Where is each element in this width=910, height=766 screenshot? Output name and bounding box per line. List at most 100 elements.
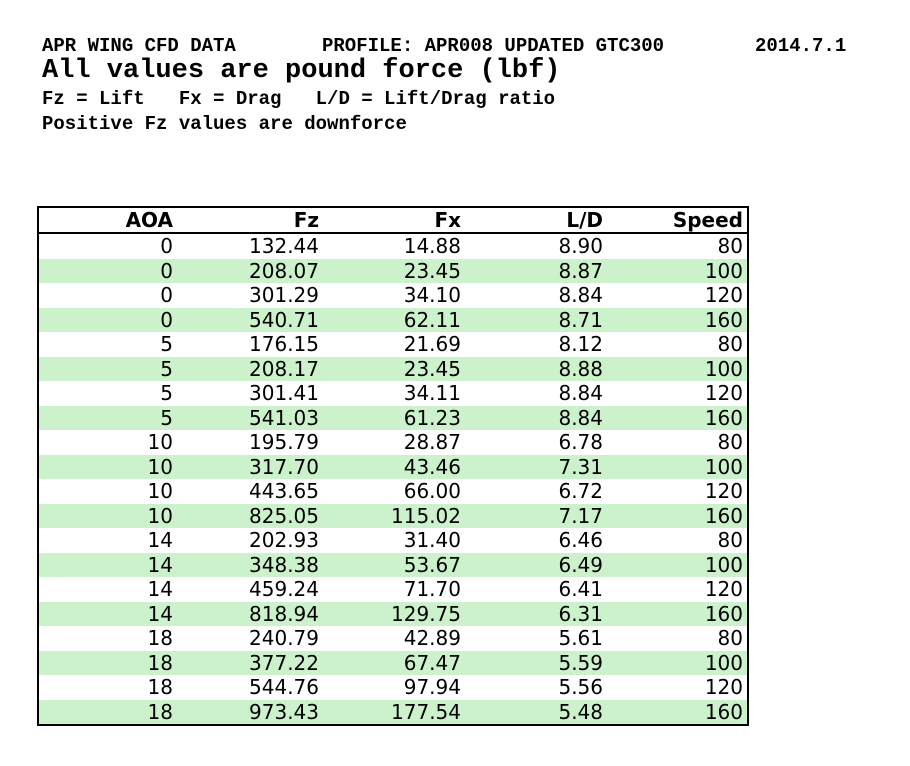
table-row: 5 176.15 21.69 8.12 80 xyxy=(38,332,748,357)
cell-fx: 42.89 xyxy=(403,626,461,650)
cell-fz: 348.38 xyxy=(249,552,319,577)
cell-fx: 21.69 xyxy=(403,332,461,356)
table-row: 5 208.17 23.45 8.88 100 xyxy=(38,356,748,381)
cell-fx: 61.23 xyxy=(403,405,461,430)
legend-line: Fz = Lift Fx = Drag L/D = Lift/Drag rati… xyxy=(42,88,556,110)
cell-fx: 177.54 xyxy=(391,699,461,724)
cell-aoa: 14 xyxy=(147,577,173,601)
cell-aoa: 0 xyxy=(160,234,173,258)
cell-fx: 23.45 xyxy=(403,258,461,283)
report-header-line: APR WING CFD DATA PROFILE: APR008 UPDATE… xyxy=(0,35,910,57)
cell-aoa: 0 xyxy=(160,307,173,332)
cell-fx: 66.00 xyxy=(403,479,461,503)
cell-fx: 129.75 xyxy=(391,601,461,626)
cell-speed: 160 xyxy=(704,405,743,430)
cell-fx: 67.47 xyxy=(403,650,461,675)
cell-l-d: 8.90 xyxy=(558,234,603,258)
cell-speed: 120 xyxy=(704,675,743,699)
column-header-l-d: L/D xyxy=(465,207,607,234)
cell-aoa: 0 xyxy=(160,258,173,283)
cell-speed: 120 xyxy=(704,479,743,503)
cell-aoa: 10 xyxy=(147,454,173,479)
table-row: 0 301.29 34.10 8.84 120 xyxy=(38,283,748,308)
table-row: 0 132.44 14.88 8.90 80 xyxy=(38,233,748,259)
cell-aoa: 18 xyxy=(147,699,173,724)
report-date: 2014.7.1 xyxy=(755,35,847,57)
cell-speed: 160 xyxy=(704,307,743,332)
cell-fz: 317.70 xyxy=(249,454,319,479)
cell-fx: 14.88 xyxy=(403,234,461,258)
cell-aoa: 10 xyxy=(147,430,173,454)
cell-speed: 100 xyxy=(704,258,743,283)
table-row: 10 443.65 66.00 6.72 120 xyxy=(38,479,748,504)
cell-fx: 62.11 xyxy=(403,307,461,332)
cell-l-d: 6.72 xyxy=(558,479,603,503)
report-title: APR WING CFD DATA xyxy=(42,35,236,57)
column-header-fz: Fz xyxy=(177,207,323,234)
cell-fz: 540.71 xyxy=(249,307,319,332)
cell-aoa: 14 xyxy=(147,528,173,552)
units-subtitle: All values are pound force (lbf) xyxy=(42,56,561,86)
table-row: 10 317.70 43.46 7.31 100 xyxy=(38,454,748,479)
cell-aoa: 18 xyxy=(147,650,173,675)
cell-l-d: 8.84 xyxy=(558,381,603,405)
table-row: 10 195.79 28.87 6.78 80 xyxy=(38,430,748,455)
cell-fz: 377.22 xyxy=(249,650,319,675)
table-row: 0 208.07 23.45 8.87 100 xyxy=(38,258,748,283)
table-row: 10 825.05 115.02 7.17 160 xyxy=(38,503,748,528)
cell-l-d: 6.31 xyxy=(558,601,603,626)
cell-aoa: 5 xyxy=(160,356,173,381)
cell-l-d: 6.49 xyxy=(558,552,603,577)
cell-aoa: 5 xyxy=(160,405,173,430)
cell-l-d: 6.46 xyxy=(558,528,603,552)
cell-speed: 120 xyxy=(704,577,743,601)
cell-l-d: 7.31 xyxy=(558,454,603,479)
cfd-data-table: AOA Fz Fx L/D Speed 0 132.44 14.88 8.90 80 0 208.0… xyxy=(37,206,749,726)
column-header-fx: Fx xyxy=(323,207,465,234)
table-row: 18 544.76 97.94 5.56 120 xyxy=(38,675,748,700)
cell-speed: 100 xyxy=(704,356,743,381)
table-header-row: AOA Fz Fx L/D Speed xyxy=(38,207,748,234)
cell-l-d: 6.78 xyxy=(558,430,603,454)
cell-l-d: 5.59 xyxy=(558,650,603,675)
cell-fz: 202.93 xyxy=(249,528,319,552)
cell-speed: 100 xyxy=(704,552,743,577)
cell-fz: 818.94 xyxy=(249,601,319,626)
cell-fx: 115.02 xyxy=(391,503,461,528)
cell-fx: 71.70 xyxy=(403,577,461,601)
cell-l-d: 8.71 xyxy=(558,307,603,332)
cell-fz: 195.79 xyxy=(249,430,319,454)
cell-fz: 541.03 xyxy=(249,405,319,430)
column-header-aoa: AOA xyxy=(38,207,177,234)
table-row: 18 240.79 42.89 5.61 80 xyxy=(38,626,748,651)
table-row: 5 301.41 34.11 8.84 120 xyxy=(38,381,748,406)
cell-fx: 97.94 xyxy=(403,675,461,699)
column-header-speed: Speed xyxy=(607,207,748,234)
cell-fz: 825.05 xyxy=(249,503,319,528)
table-row: 14 348.38 53.67 6.49 100 xyxy=(38,552,748,577)
cell-speed: 100 xyxy=(704,454,743,479)
cell-speed: 120 xyxy=(704,381,743,405)
cell-l-d: 8.88 xyxy=(558,356,603,381)
table-row: 5 541.03 61.23 8.84 160 xyxy=(38,405,748,430)
cell-aoa: 10 xyxy=(147,479,173,503)
cell-l-d: 6.41 xyxy=(558,577,603,601)
cell-fz: 176.15 xyxy=(249,332,319,356)
cell-l-d: 8.87 xyxy=(558,258,603,283)
cell-fx: 31.40 xyxy=(403,528,461,552)
cell-speed: 160 xyxy=(704,601,743,626)
cell-speed: 160 xyxy=(704,503,743,528)
cell-fz: 240.79 xyxy=(249,626,319,650)
cell-speed: 80 xyxy=(717,430,743,454)
cell-aoa: 18 xyxy=(147,675,173,699)
cell-aoa: 14 xyxy=(147,552,173,577)
cell-aoa: 5 xyxy=(160,332,173,356)
cell-speed: 80 xyxy=(717,528,743,552)
table-row: 18 973.43 177.54 5.48 160 xyxy=(38,699,748,725)
cell-l-d: 8.84 xyxy=(558,283,603,307)
cell-fz: 208.07 xyxy=(249,258,319,283)
cell-fx: 34.11 xyxy=(403,381,461,405)
cell-speed: 160 xyxy=(704,699,743,724)
cell-l-d: 5.61 xyxy=(558,626,603,650)
